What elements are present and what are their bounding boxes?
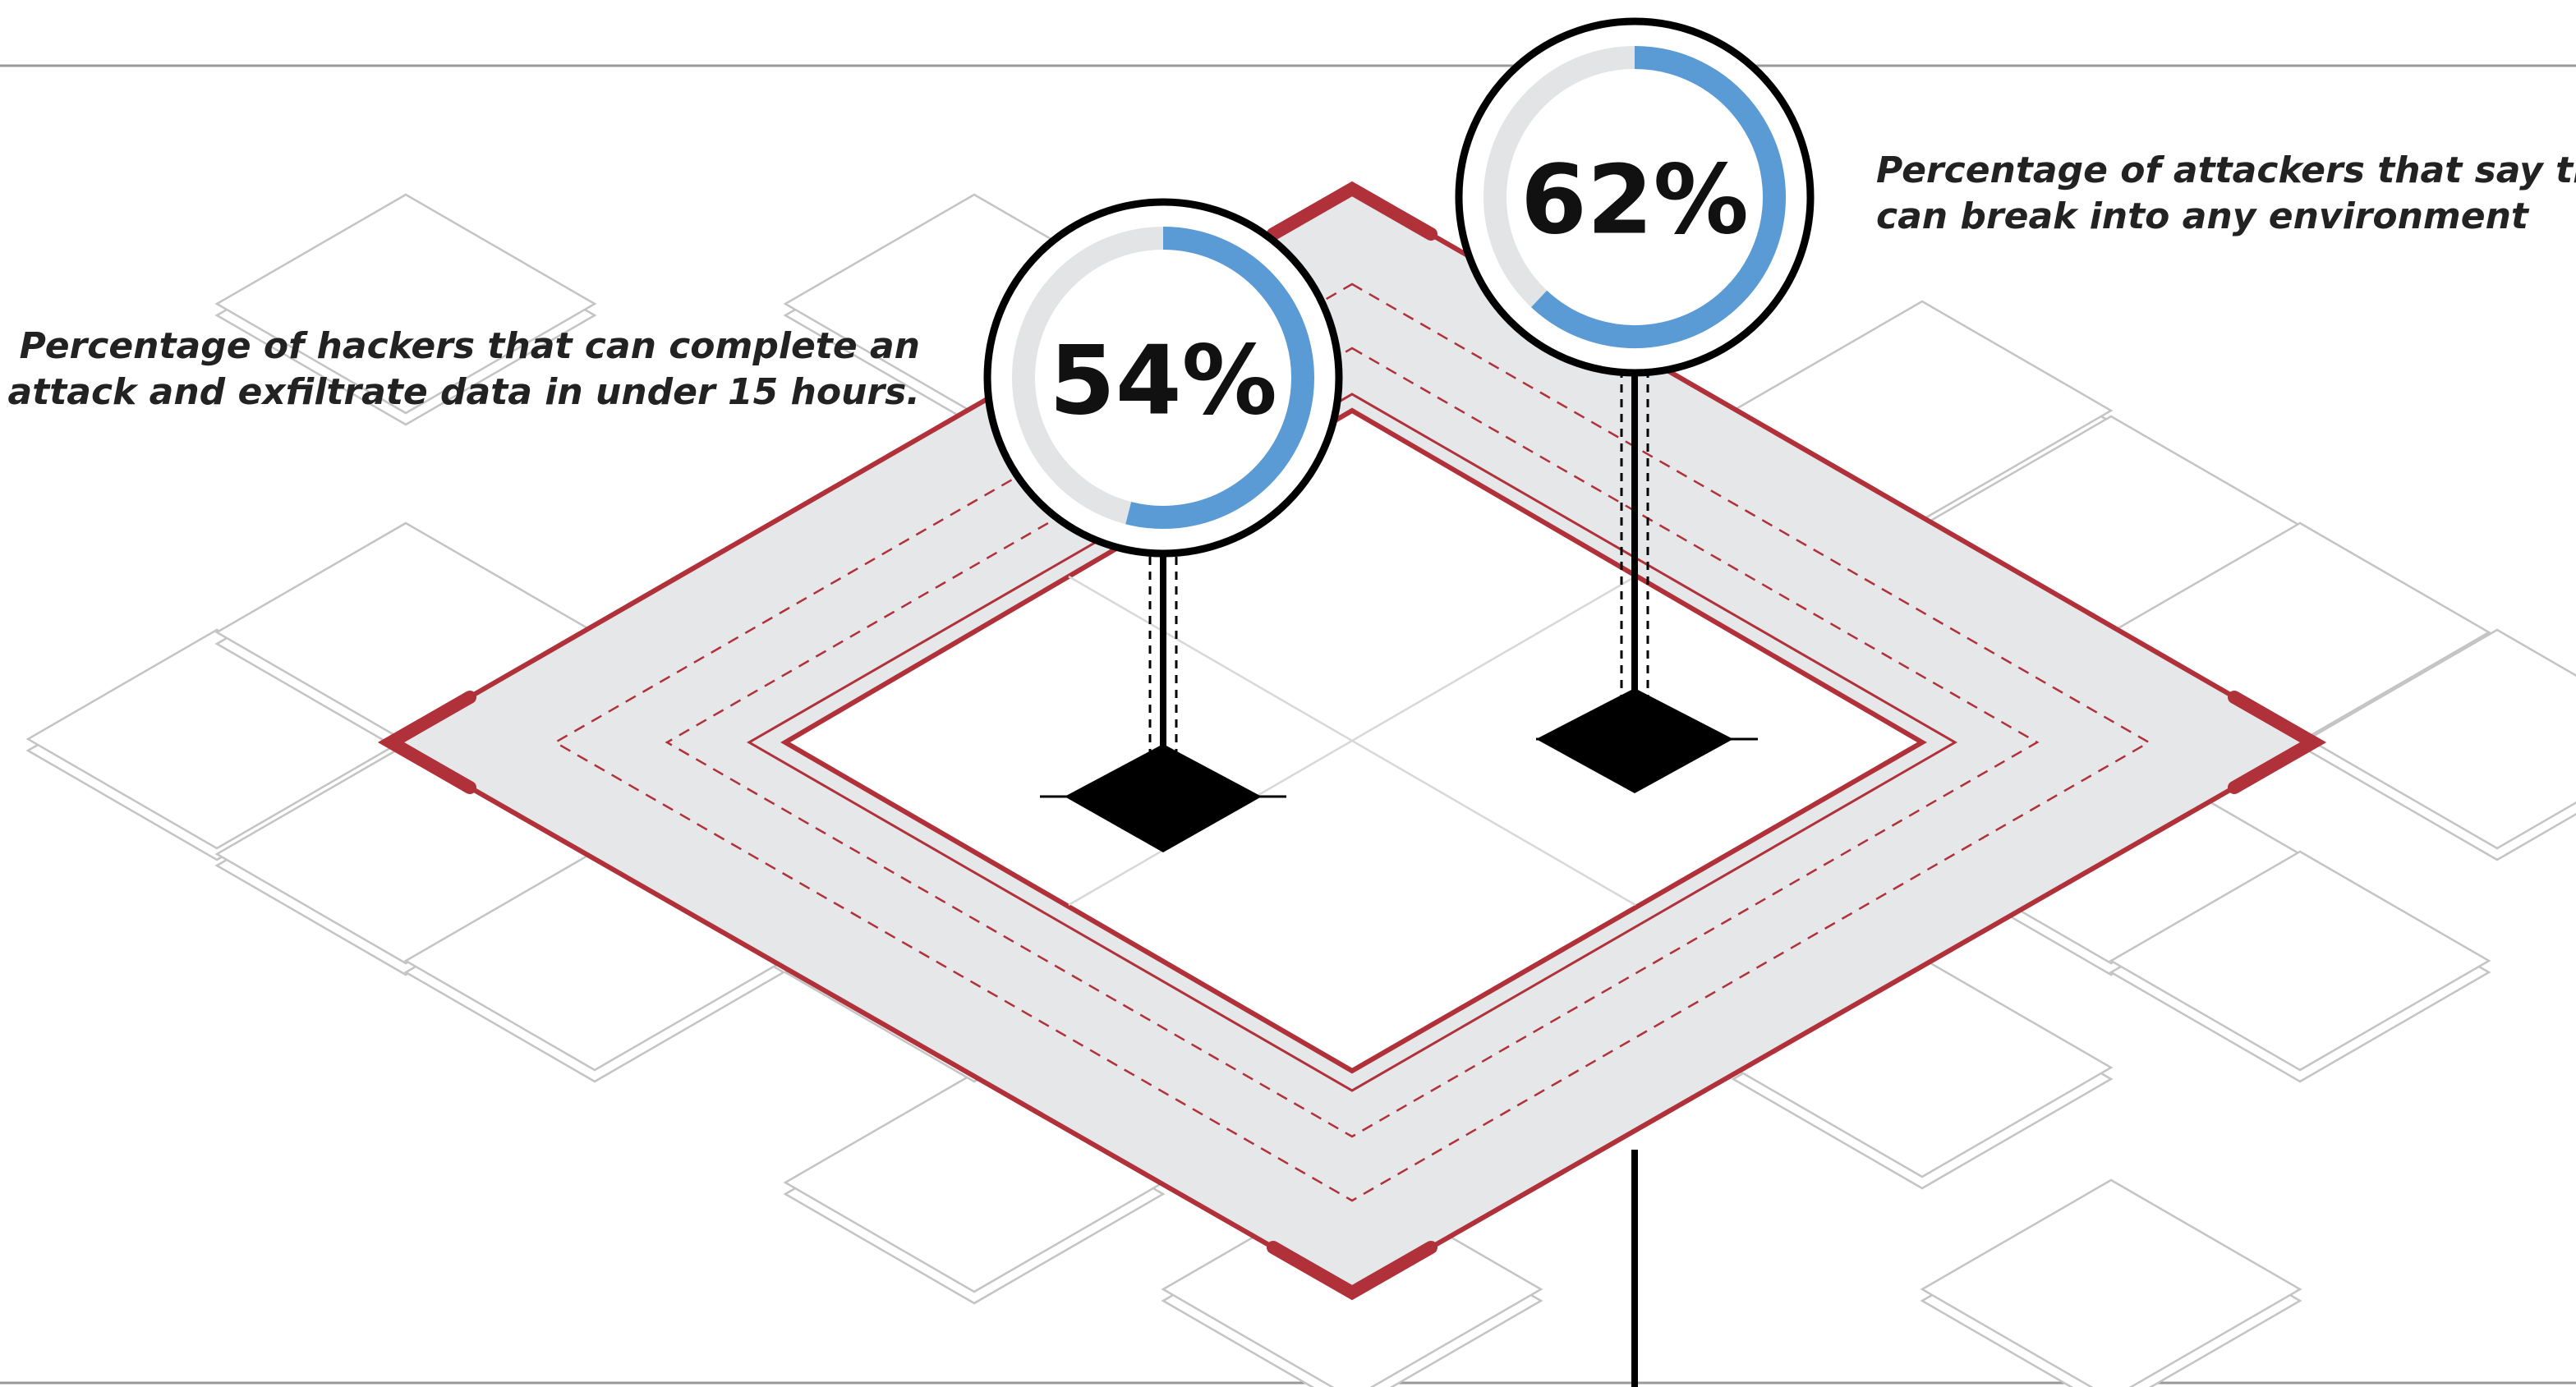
line-inner	[747, 393, 1957, 1092]
caption: Percentage of attackers that say they	[1876, 149, 2576, 191]
socket-2	[1536, 370, 1758, 793]
dash-2	[665, 347, 2040, 1138]
platform	[377, 181, 2327, 1387]
tile	[214, 193, 597, 415]
socket-1	[1040, 542, 1286, 852]
dash-1	[553, 282, 2151, 1202]
tile	[2306, 628, 2576, 850]
tile	[1920, 1178, 2302, 1387]
tile	[2109, 850, 2491, 1072]
gauge-face	[983, 198, 1343, 558]
gauge-arc	[1531, 46, 1786, 348]
caption: Percentage of hackers that can complete …	[20, 325, 920, 367]
caption: attack and exfiltrate data in under 15 h…	[8, 371, 920, 413]
gauge-arc	[1125, 227, 1314, 529]
gauge-face	[1455, 17, 1815, 377]
gauges: 54% Percentage of hackers that can comple…	[8, 17, 2576, 558]
gauge-label: 62%	[1520, 145, 1749, 256]
caption: can break into any environment	[1876, 195, 2530, 237]
corner-marks	[377, 181, 2327, 1301]
gauge-label: 54%	[1049, 326, 1277, 437]
